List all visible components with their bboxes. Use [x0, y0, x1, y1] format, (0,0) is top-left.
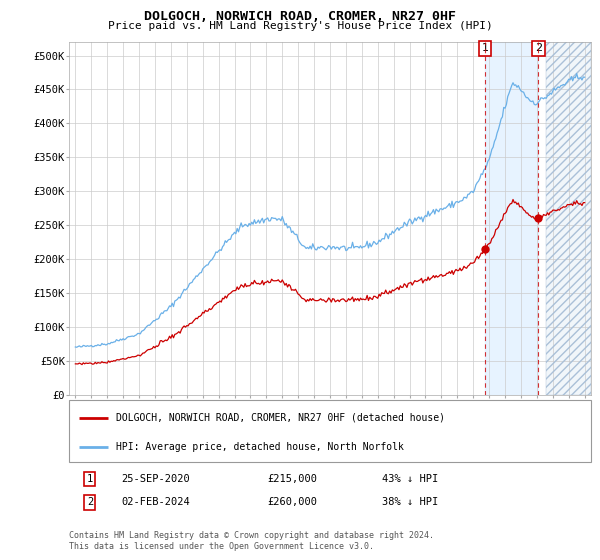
Text: Price paid vs. HM Land Registry's House Price Index (HPI): Price paid vs. HM Land Registry's House …: [107, 21, 493, 31]
Text: 2: 2: [535, 43, 542, 53]
Text: £260,000: £260,000: [268, 497, 317, 507]
Text: 1: 1: [87, 474, 93, 484]
Text: DOLGOCH, NORWICH ROAD, CROMER, NR27 0HF: DOLGOCH, NORWICH ROAD, CROMER, NR27 0HF: [144, 10, 456, 22]
Text: 2: 2: [87, 497, 93, 507]
Text: 25-SEP-2020: 25-SEP-2020: [121, 474, 190, 484]
Bar: [547, 42, 591, 395]
Text: £215,000: £215,000: [268, 474, 317, 484]
Text: HPI: Average price, detached house, North Norfolk: HPI: Average price, detached house, Nort…: [116, 442, 404, 451]
Text: Contains HM Land Registry data © Crown copyright and database right 2024.
This d: Contains HM Land Registry data © Crown c…: [69, 531, 434, 550]
Bar: [547, 42, 591, 395]
Text: 43% ↓ HPI: 43% ↓ HPI: [382, 474, 439, 484]
FancyBboxPatch shape: [69, 400, 591, 462]
Text: 38% ↓ HPI: 38% ↓ HPI: [382, 497, 439, 507]
Text: 1: 1: [482, 43, 488, 53]
Bar: [485, 42, 538, 395]
Text: DOLGOCH, NORWICH ROAD, CROMER, NR27 0HF (detached house): DOLGOCH, NORWICH ROAD, CROMER, NR27 0HF …: [116, 413, 445, 423]
Text: 02-FEB-2024: 02-FEB-2024: [121, 497, 190, 507]
Bar: [547, 42, 591, 395]
